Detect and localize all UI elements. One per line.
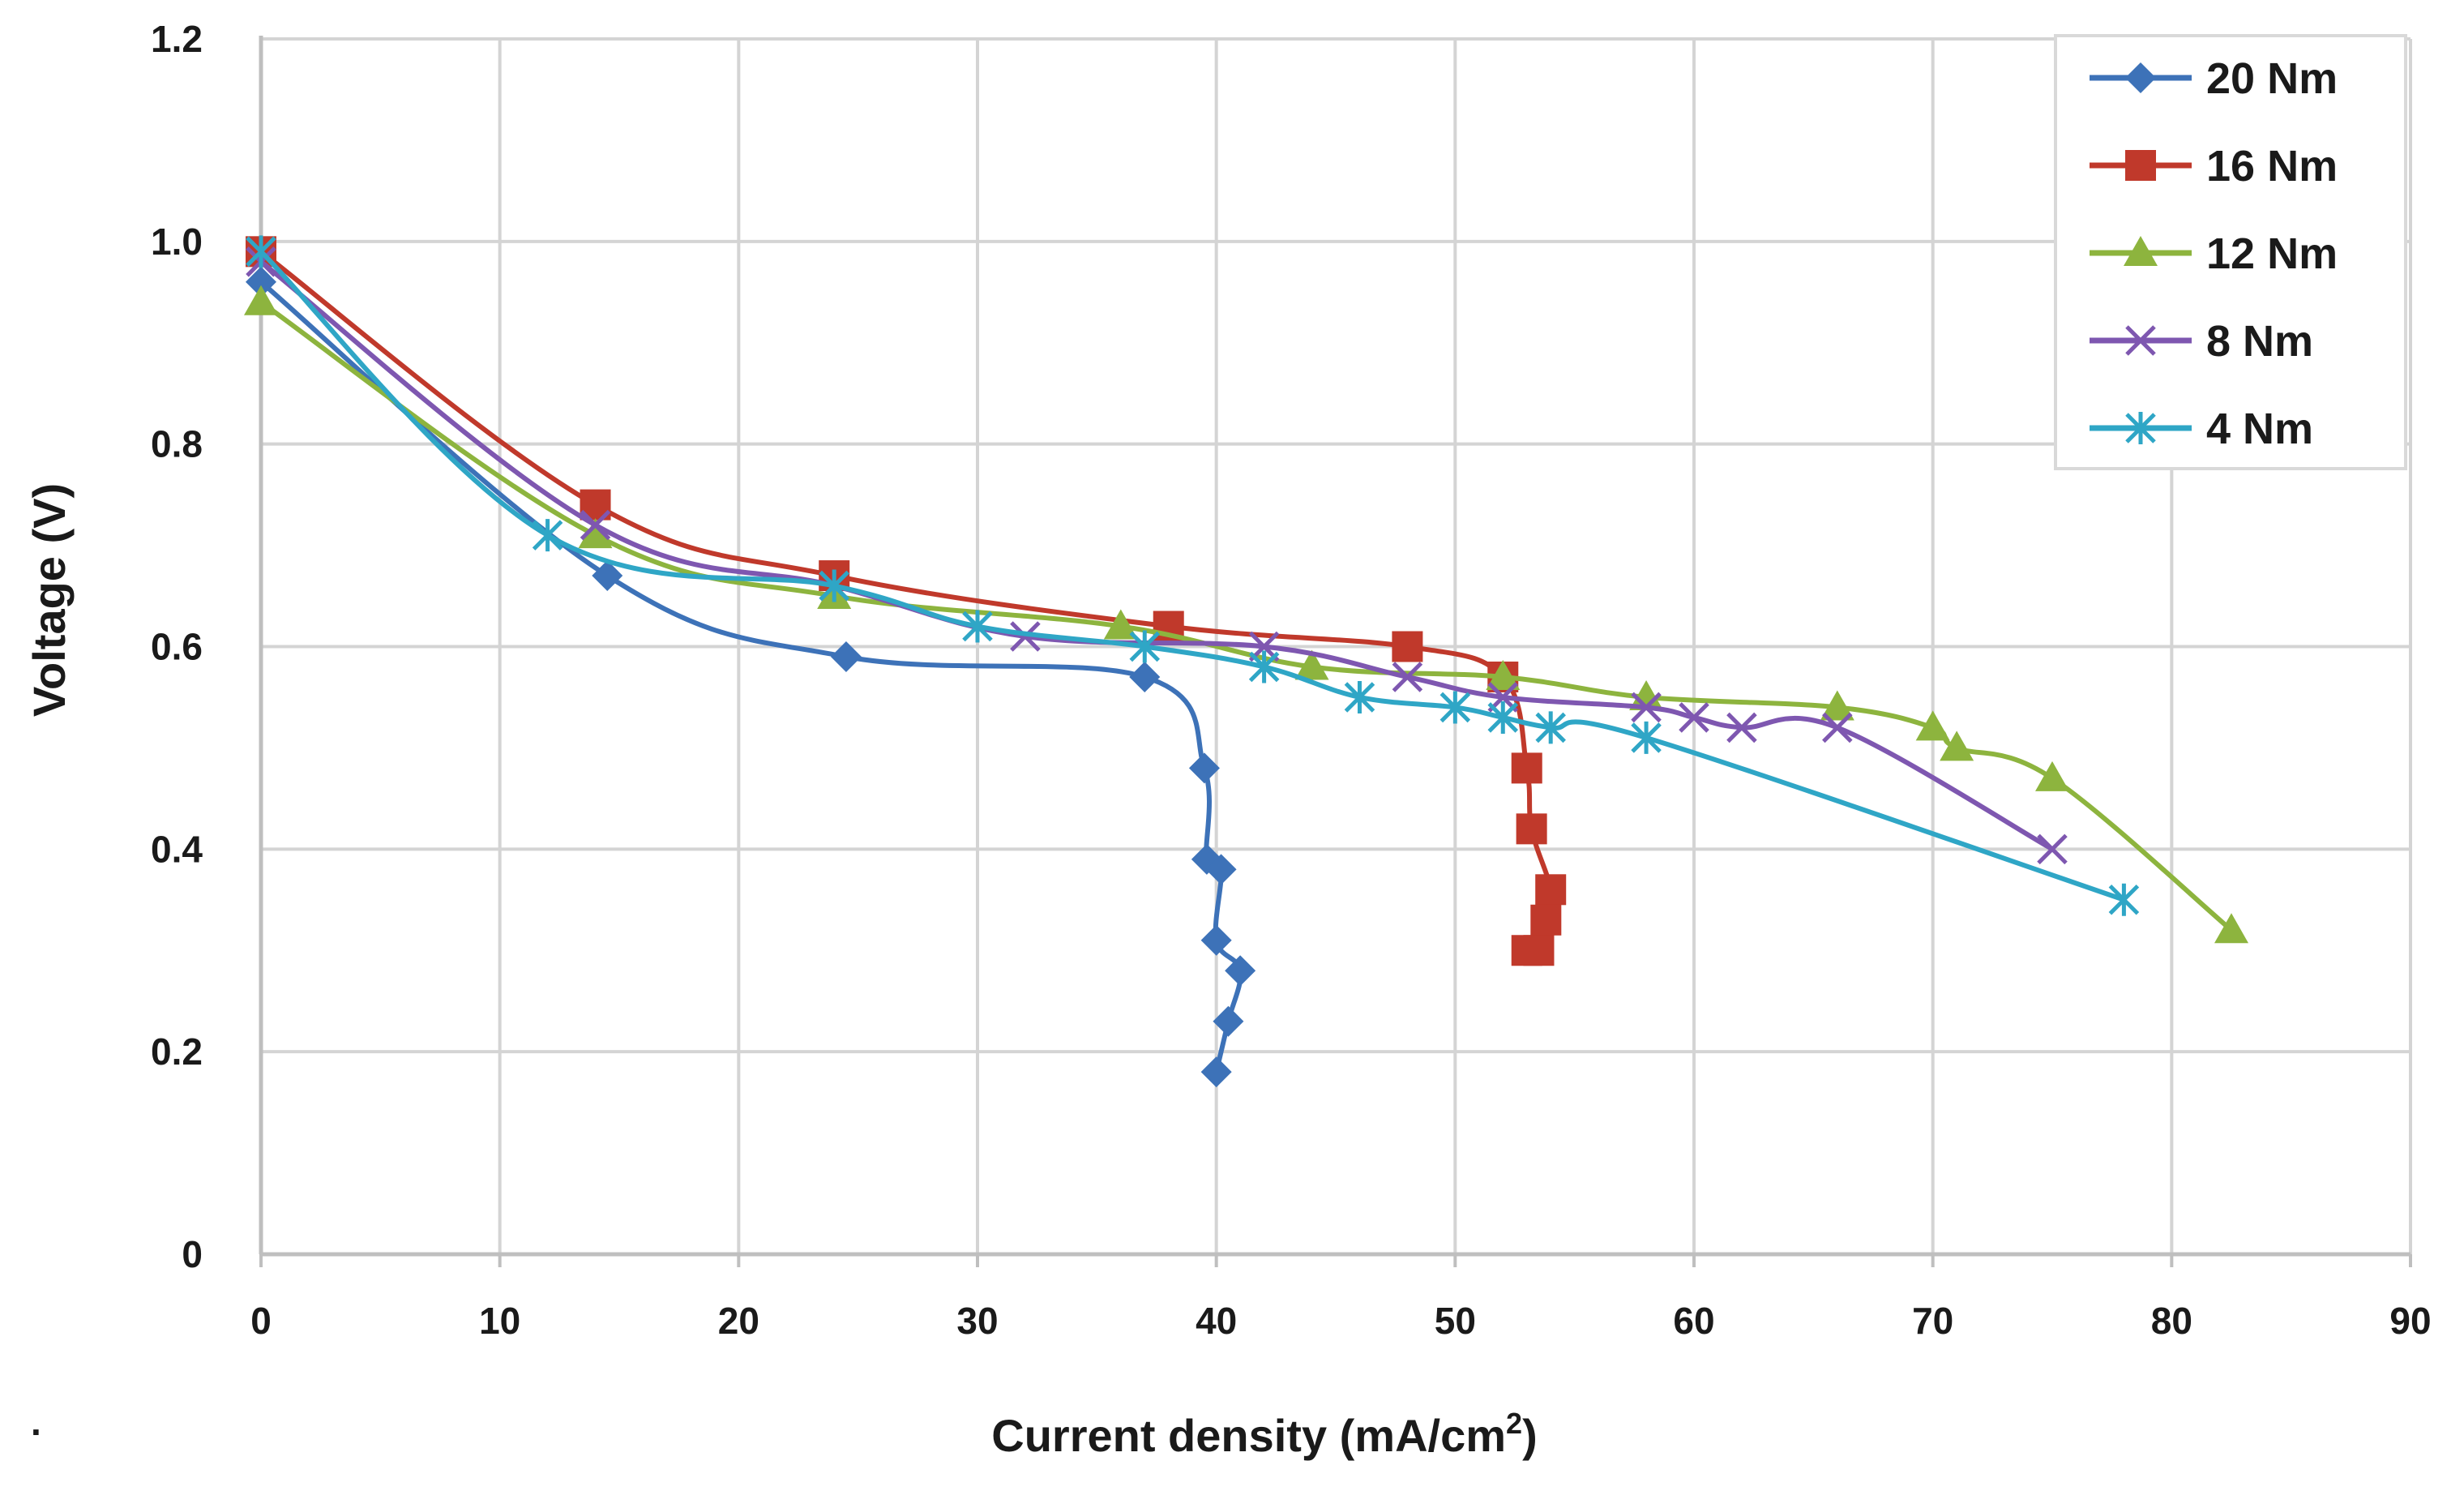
- legend-item-12-nm: 12 Nm: [2090, 229, 2338, 278]
- data-point-4-nm: [1631, 721, 1662, 754]
- data-point-4-nm: [1439, 691, 1471, 724]
- legend-label: 16 Nm: [2206, 142, 2338, 191]
- data-point-20-nm: [592, 560, 623, 592]
- data-point-4-nm: [532, 519, 563, 552]
- legend-item-4-nm: 4 Nm: [2090, 405, 2313, 453]
- data-point-16-nm: [1511, 935, 1542, 966]
- data-point-8-nm: [1010, 621, 1041, 652]
- x-axis-title: Current density (mA/cm2): [991, 1407, 1537, 1461]
- y-tick-label: 0.8: [151, 423, 203, 465]
- data-point-8-nm: [1392, 662, 1423, 692]
- footnote-dot: .: [31, 1401, 41, 1443]
- data-point-4-nm: [962, 610, 993, 643]
- x-tick-label: 20: [718, 1300, 759, 1342]
- y-tick-label: 0.2: [151, 1030, 203, 1073]
- data-point-20-nm: [1129, 661, 1161, 692]
- legend-items: 20 Nm 16 Nm 12 Nm 8 Nm 4 Nm: [2090, 54, 2338, 453]
- legend-marker: [2125, 412, 2156, 444]
- data-point-4-nm: [819, 569, 849, 602]
- x-tick-label: 60: [1673, 1300, 1714, 1342]
- x-tick-label: 10: [479, 1300, 520, 1342]
- y-tick-label: 1.2: [151, 18, 203, 60]
- data-point-8-nm: [1726, 712, 1757, 743]
- x-tick-label: 0: [250, 1300, 272, 1342]
- data-point-8-nm: [1679, 702, 1709, 733]
- data-point-12-nm: [1103, 609, 1138, 640]
- legend: 20 Nm 16 Nm 12 Nm 8 Nm 4 Nm: [2054, 34, 2407, 470]
- y-tick-label: 0.4: [151, 828, 203, 870]
- y-tick-label: 1.0: [151, 221, 203, 263]
- data-point-12-nm: [1629, 679, 1664, 710]
- series-8-nm: [246, 246, 2068, 865]
- series-12-nm: [244, 285, 2248, 944]
- data-point-12-nm: [1820, 690, 1854, 721]
- data-point-8-nm: [1631, 692, 1662, 723]
- data-point-8-nm: [580, 509, 611, 541]
- x-tick-label: 50: [1435, 1300, 1476, 1342]
- data-point-12-nm: [1486, 659, 1521, 690]
- x-axis-title-main: Current density (mA/cm: [991, 1410, 1506, 1461]
- data-point-20-nm: [246, 266, 276, 298]
- data-point-16-nm: [1516, 813, 1547, 845]
- data-point-12-nm: [1294, 649, 1329, 680]
- legend-item-8-nm: 8 Nm: [2090, 317, 2313, 366]
- data-point-12-nm: [1940, 731, 1974, 761]
- data-point-20-nm: [830, 641, 862, 672]
- data-point-20-nm: [1225, 955, 1256, 987]
- x-tick-label: 70: [1912, 1300, 1953, 1342]
- data-point-16-nm: [1511, 752, 1542, 784]
- legend-item-16-nm: 16 Nm: [2090, 142, 2338, 191]
- data-point-8-nm: [1822, 712, 1853, 743]
- y-axis-title: Voltage (V): [24, 483, 75, 717]
- series-line-4-nm: [259, 249, 2127, 902]
- x-tick-label: 40: [1196, 1300, 1237, 1342]
- legend-item-20-nm: 20 Nm: [2090, 54, 2338, 103]
- legend-label: 4 Nm: [2206, 405, 2313, 453]
- legend-label: 8 Nm: [2206, 317, 2313, 366]
- series-layer: [244, 235, 2248, 1088]
- x-tick-label: 90: [2389, 1300, 2431, 1342]
- x-tick-label: 30: [956, 1300, 998, 1342]
- data-point-4-nm: [1129, 630, 1161, 663]
- data-point-20-nm: [1205, 854, 1237, 885]
- series-4-nm: [246, 235, 2140, 916]
- legend-marker: [2125, 62, 2156, 93]
- series-line-8-nm: [259, 259, 2055, 852]
- data-point-16-nm: [1392, 631, 1423, 662]
- x-tick-label: 80: [2151, 1300, 2192, 1342]
- y-tick-label: 0: [182, 1233, 203, 1275]
- data-point-20-nm: [1200, 924, 1232, 956]
- data-point-12-nm: [578, 518, 613, 549]
- data-point-4-nm: [1248, 650, 1280, 683]
- legend-marker: [2124, 236, 2158, 266]
- legend-label: 20 Nm: [2206, 54, 2338, 103]
- data-point-12-nm: [1915, 710, 1950, 741]
- series-20-nm: [246, 266, 1256, 1088]
- data-point-4-nm: [2108, 883, 2140, 916]
- data-point-8-nm: [2037, 833, 2068, 865]
- data-point-12-nm: [2035, 760, 2069, 791]
- data-point-16-nm: [1535, 874, 1567, 906]
- data-point-20-nm: [1200, 1056, 1232, 1088]
- legend-marker: [2125, 325, 2156, 356]
- x-axis-title-superscript: 2: [1506, 1407, 1522, 1440]
- data-point-4-nm: [1487, 701, 1519, 734]
- y-tick-labels: 0 0.2 0.4 0.6 0.8 1.0 1.2: [151, 18, 203, 1275]
- data-point-20-nm: [1213, 1005, 1244, 1037]
- data-point-20-nm: [1188, 752, 1220, 784]
- x-axis-title-suffix: ): [1522, 1410, 1538, 1461]
- x-tick-labels: 0 10 20 30 40 50 60 70 80 90: [250, 1300, 2431, 1342]
- data-point-12-nm: [2214, 913, 2248, 944]
- data-point-4-nm: [246, 235, 276, 268]
- data-point-4-nm: [1535, 711, 1566, 744]
- legend-label: 12 Nm: [2206, 229, 2338, 278]
- data-point-4-nm: [1344, 680, 1375, 713]
- data-point-12-nm: [244, 285, 278, 315]
- data-point-16-nm: [1530, 904, 1562, 936]
- y-tick-label: 0.6: [151, 626, 203, 668]
- legend-marker: [2125, 150, 2156, 181]
